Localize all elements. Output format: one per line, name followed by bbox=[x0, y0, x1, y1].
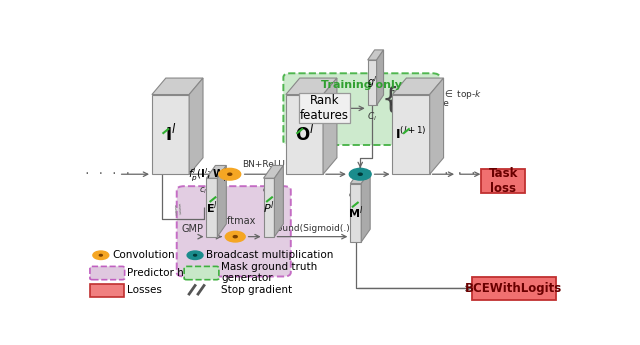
Circle shape bbox=[93, 251, 109, 259]
Text: $C_l$: $C_l$ bbox=[367, 110, 377, 123]
Polygon shape bbox=[264, 178, 275, 237]
Text: {: { bbox=[381, 86, 399, 114]
Polygon shape bbox=[286, 95, 323, 174]
Text: $c_{l-1}$: $c_{l-1}$ bbox=[152, 117, 171, 128]
Circle shape bbox=[349, 168, 371, 180]
Text: Softmax: Softmax bbox=[215, 216, 255, 226]
Polygon shape bbox=[376, 50, 383, 105]
Circle shape bbox=[193, 255, 196, 256]
Text: Round(Sigmoid(.)): Round(Sigmoid(.)) bbox=[271, 224, 353, 233]
FancyBboxPatch shape bbox=[472, 277, 556, 300]
Polygon shape bbox=[207, 166, 227, 178]
Polygon shape bbox=[152, 95, 189, 174]
Polygon shape bbox=[152, 78, 203, 95]
Polygon shape bbox=[275, 166, 284, 237]
Text: $\mathbf{O}^l$: $\mathbf{O}^l$ bbox=[294, 124, 314, 145]
Circle shape bbox=[225, 231, 245, 242]
Text: Stop gradient: Stop gradient bbox=[221, 285, 292, 295]
Polygon shape bbox=[392, 95, 429, 174]
Text: $c_{l-1}$: $c_{l-1}$ bbox=[198, 186, 217, 196]
Polygon shape bbox=[207, 178, 218, 237]
Polygon shape bbox=[367, 60, 376, 105]
Text: $c_l$: $c_l$ bbox=[262, 186, 270, 196]
Text: $c_l$: $c_l$ bbox=[399, 117, 407, 128]
Text: $g^l$: $g^l$ bbox=[367, 75, 378, 90]
Text: $f_p^l(\mathbf{I}^l; \mathbf{W}_p^l)$: $f_p^l(\mathbf{I}^l; \mathbf{W}_p^l)$ bbox=[188, 166, 234, 184]
Text: $\mathbf{I}^{(l+1)}$: $\mathbf{I}^{(l+1)}$ bbox=[396, 126, 427, 142]
Polygon shape bbox=[429, 78, 444, 174]
FancyBboxPatch shape bbox=[481, 169, 525, 193]
Text: $c_l$: $c_l$ bbox=[348, 191, 356, 201]
Polygon shape bbox=[323, 78, 337, 174]
Text: BN+ReLU: BN+ReLU bbox=[242, 160, 285, 169]
Circle shape bbox=[99, 255, 102, 256]
Text: BCEWithLogits: BCEWithLogits bbox=[465, 282, 563, 295]
FancyBboxPatch shape bbox=[184, 266, 219, 280]
Polygon shape bbox=[264, 166, 284, 178]
Polygon shape bbox=[189, 78, 203, 174]
Text: · · · ·: · · · · bbox=[444, 169, 490, 179]
Polygon shape bbox=[361, 171, 370, 242]
Text: $\mathbf{M}^l$: $\mathbf{M}^l$ bbox=[348, 205, 364, 221]
Text: Losses: Losses bbox=[127, 285, 162, 295]
Text: Rank
features: Rank features bbox=[300, 95, 349, 122]
Text: Broadcast multiplication: Broadcast multiplication bbox=[207, 250, 334, 260]
Circle shape bbox=[233, 236, 237, 238]
Text: $c_l$: $c_l$ bbox=[292, 117, 301, 128]
Circle shape bbox=[358, 173, 362, 175]
Circle shape bbox=[228, 173, 232, 175]
Text: GMP: GMP bbox=[181, 224, 203, 234]
Text: Task
loss: Task loss bbox=[488, 167, 518, 195]
Polygon shape bbox=[367, 50, 383, 60]
Circle shape bbox=[219, 168, 241, 180]
Circle shape bbox=[187, 251, 203, 259]
Polygon shape bbox=[286, 78, 337, 95]
Polygon shape bbox=[350, 184, 361, 242]
Text: Training only: Training only bbox=[321, 80, 402, 90]
Text: //: // bbox=[172, 203, 184, 218]
FancyBboxPatch shape bbox=[90, 284, 124, 297]
Polygon shape bbox=[392, 78, 444, 95]
FancyBboxPatch shape bbox=[284, 73, 440, 145]
Text: 0   otherwise: 0 otherwise bbox=[390, 99, 449, 108]
Text: 1 if feature $\in$ top-$k$: 1 if feature $\in$ top-$k$ bbox=[390, 88, 483, 101]
Text: Predictor head: Predictor head bbox=[127, 267, 204, 277]
Text: · · · ·: · · · · bbox=[84, 169, 131, 179]
Text: $\mathbf{I}^l$: $\mathbf{I}^l$ bbox=[164, 124, 176, 145]
FancyBboxPatch shape bbox=[299, 93, 350, 124]
FancyBboxPatch shape bbox=[90, 266, 125, 280]
Text: Convolution: Convolution bbox=[112, 250, 175, 260]
Polygon shape bbox=[218, 166, 227, 237]
Text: $\mathbf{E}^l$: $\mathbf{E}^l$ bbox=[206, 199, 218, 216]
Text: $P^l$: $P^l$ bbox=[263, 199, 275, 216]
Polygon shape bbox=[350, 171, 370, 184]
FancyBboxPatch shape bbox=[177, 186, 291, 276]
Text: Mask ground truth
generator: Mask ground truth generator bbox=[221, 262, 317, 283]
